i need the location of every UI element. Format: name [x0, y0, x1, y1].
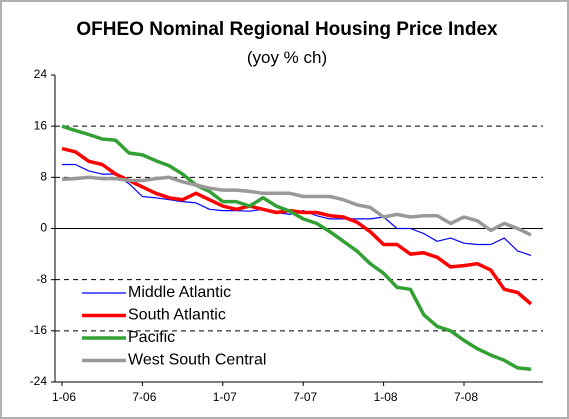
x-tick-label: 1-08	[374, 390, 398, 404]
x-tick-label: 7-08	[454, 390, 478, 404]
legend-label: Pacific	[128, 329, 175, 346]
chart-title: OFHEO Nominal Regional Housing Price Ind…	[76, 19, 498, 40]
y-tick-label: 24	[34, 67, 48, 81]
legend-label: West South Central	[128, 352, 266, 369]
title-block: OFHEO Nominal Regional Housing Price Ind…	[62, 16, 512, 72]
series-line	[61, 175, 532, 237]
y-tick-label: -16	[30, 323, 48, 337]
y-tick-label: 16	[34, 118, 48, 132]
legend-label: Middle Atlantic	[128, 284, 231, 301]
x-tick-label: 7-07	[293, 390, 317, 404]
series-line	[61, 146, 533, 306]
legend-label: South Atlantic	[128, 307, 226, 324]
x-tick-label: 1-07	[213, 390, 237, 404]
y-tick-label: -8	[36, 272, 47, 286]
y-tick-label: 8	[40, 170, 47, 184]
y-tick-label: -24	[30, 374, 48, 388]
x-tick-label: 7-06	[132, 390, 156, 404]
chart-subtitle: (yoy % ch)	[246, 48, 328, 67]
x-tick-label: 1-06	[52, 390, 76, 404]
series-line	[61, 124, 532, 371]
y-tick-label: 0	[40, 221, 47, 235]
